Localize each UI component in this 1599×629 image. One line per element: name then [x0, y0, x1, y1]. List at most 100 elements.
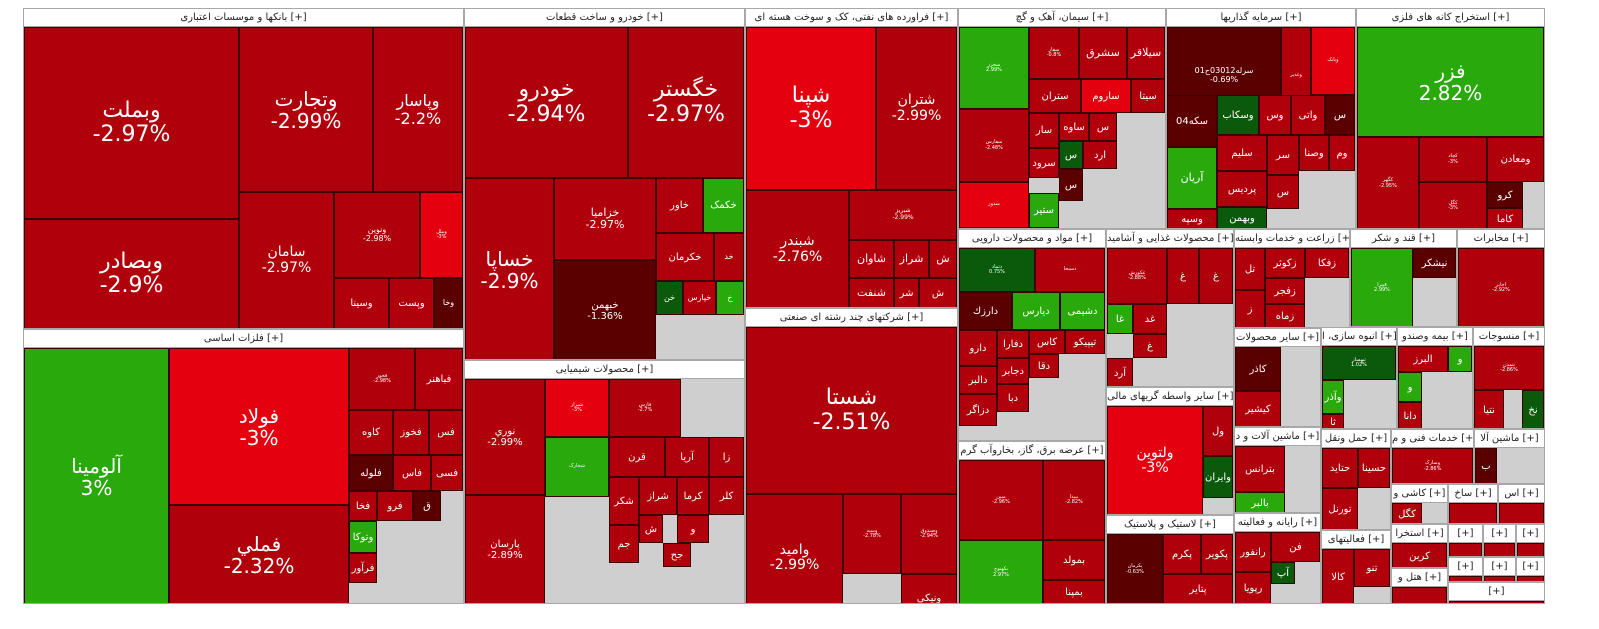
- stock-tile[interactable]: خد: [714, 233, 744, 281]
- stock-tile[interactable]: س: [1059, 141, 1083, 169]
- stock-tile[interactable]: پکویر: [1201, 534, 1233, 574]
- stock-tile[interactable]: فولاد -3%: [169, 348, 349, 505]
- stock-tile[interactable]: کاس: [1029, 330, 1065, 354]
- sector-header[interactable]: انبوه سازی، ا [+]: [1322, 328, 1396, 346]
- stock-tile[interactable]: وخا: [434, 278, 463, 328]
- stock-tile[interactable]: ش: [919, 278, 957, 307]
- stock-tile[interactable]: و: [677, 515, 709, 543]
- stock-tile[interactable]: س: [1267, 175, 1299, 209]
- stock-tile[interactable]: سخزر 2.99%: [959, 27, 1029, 109]
- stock-tile[interactable]: وآذر: [1322, 380, 1344, 414]
- stock-tile[interactable]: جم: [609, 525, 639, 563]
- stock-tile[interactable]: دانا: [1398, 402, 1422, 428]
- stock-tile[interactable]: ستران: [1029, 79, 1081, 113]
- stock-tile[interactable]: وسپه: [1167, 209, 1217, 228]
- sector-header[interactable]: فراورده های نفتی، کک و سوخت هسته ای [+]: [746, 9, 957, 27]
- stock-tile[interactable]: وس: [1259, 95, 1291, 135]
- stock-tile[interactable]: فاس: [393, 455, 431, 491]
- stock-tile[interactable]: فخوز -2.98%: [349, 348, 415, 410]
- stock-tile[interactable]: سر: [1267, 135, 1299, 175]
- stock-tile[interactable]: کلر: [709, 477, 744, 515]
- sector-header[interactable]: زراعت و خدمات وابسته [+]: [1235, 230, 1349, 248]
- stock-tile[interactable]: کرو: [1487, 182, 1523, 208]
- stock-tile[interactable]: س: [1089, 113, 1117, 141]
- stock-tile[interactable]: سکه04: [1167, 95, 1217, 147]
- sector-header[interactable]: قند و شکر [+]: [1351, 230, 1456, 248]
- stock-tile[interactable]: دالبر: [959, 366, 997, 394]
- stock-tile[interactable]: فس: [429, 410, 463, 455]
- sector-header[interactable]: [+]: [1517, 558, 1544, 576]
- sector-header[interactable]: ساخ [+]: [1449, 485, 1497, 503]
- stock-tile[interactable]: ق: [413, 491, 441, 521]
- sector-header[interactable]: فعالیتهای [+]: [1322, 531, 1390, 549]
- stock-tile[interactable]: کاذر: [1235, 347, 1281, 391]
- sector-header[interactable]: [+]: [1449, 558, 1482, 576]
- stock-tile[interactable]: جح: [663, 543, 691, 567]
- sector-header[interactable]: سایر محصولات [+]: [1235, 329, 1320, 347]
- stock-tile[interactable]: [1449, 601, 1544, 603]
- stock-tile[interactable]: شاوان: [849, 240, 894, 278]
- stock-tile[interactable]: کربن: [1392, 543, 1447, 567]
- sector-header[interactable]: [+]: [1484, 525, 1515, 543]
- stock-tile[interactable]: کگهر -2.95%: [1357, 137, 1419, 228]
- stock-tile[interactable]: تنو: [1354, 549, 1390, 587]
- stock-tile[interactable]: فارس -2.7%: [609, 379, 681, 437]
- stock-tile[interactable]: فباهنر: [415, 348, 463, 410]
- stock-tile[interactable]: ساوه: [1059, 113, 1089, 141]
- sector-header[interactable]: [+]: [1449, 583, 1544, 601]
- stock-tile[interactable]: کگل: [1392, 503, 1422, 523]
- sector-header[interactable]: رایانه و فعالیته [+]: [1235, 514, 1320, 532]
- stock-tile[interactable]: ونیکی: [901, 574, 957, 603]
- stock-tile[interactable]: کاما: [1487, 208, 1523, 228]
- stock-tile[interactable]: دقا: [1029, 354, 1059, 378]
- stock-tile[interactable]: کگل -3%: [1419, 182, 1487, 228]
- stock-tile[interactable]: زفجر: [1265, 278, 1305, 304]
- stock-tile[interactable]: [1517, 576, 1544, 581]
- stock-tile[interactable]: نوري -2.99%: [465, 379, 545, 495]
- stock-tile[interactable]: سفار -0.8%: [1029, 27, 1079, 79]
- sector-header[interactable]: هتل و [+]: [1392, 569, 1447, 587]
- stock-tile[interactable]: و: [1448, 346, 1472, 372]
- stock-tile[interactable]: سدور: [959, 182, 1029, 228]
- stock-tile[interactable]: وایران: [1203, 456, 1233, 498]
- stock-tile[interactable]: وم: [1329, 135, 1355, 171]
- stock-tile[interactable]: مبین -2.96%: [959, 460, 1043, 540]
- sector-header[interactable]: محصولات شیمیایی [+]: [465, 361, 744, 379]
- stock-tile[interactable]: کرما: [677, 477, 709, 515]
- stock-tile[interactable]: غا: [1107, 304, 1133, 334]
- stock-tile[interactable]: غد: [1133, 304, 1167, 334]
- stock-tile[interactable]: شستا -2.51%: [746, 327, 957, 494]
- sector-header[interactable]: ماشین آلا [+]: [1475, 430, 1544, 448]
- stock-tile[interactable]: دجابر: [997, 358, 1029, 384]
- stock-tile[interactable]: پکرم: [1163, 534, 1201, 574]
- stock-tile[interactable]: [1517, 543, 1544, 556]
- sector-header[interactable]: لاستیک و پلاستیک [+]: [1107, 516, 1233, 534]
- stock-tile[interactable]: وبانک: [1311, 27, 1355, 95]
- stock-tile[interactable]: ارد: [1083, 141, 1117, 169]
- stock-tile[interactable]: فسی: [431, 455, 463, 491]
- stock-tile[interactable]: تل: [1235, 248, 1265, 290]
- stock-tile[interactable]: وتوکا: [349, 521, 377, 553]
- sector-header[interactable]: بیمه وصندو [+]: [1398, 328, 1472, 346]
- stock-tile[interactable]: ب: [1475, 448, 1497, 483]
- sector-header[interactable]: عرضه برق، گاز، بخاروآب گرم [+]: [959, 442, 1105, 460]
- stock-tile[interactable]: وبملت -2.97%: [24, 27, 239, 219]
- stock-tile[interactable]: ونوین -2.98%: [334, 192, 420, 278]
- sector-header[interactable]: شرکتهای چند رشته ای صنعتی [+]: [746, 309, 957, 327]
- stock-tile[interactable]: وامید -2.99%: [746, 494, 843, 603]
- sector-header[interactable]: استخراج کانه های فلزی [+]: [1357, 9, 1544, 27]
- stock-tile[interactable]: وسکاب: [1217, 95, 1259, 135]
- stock-tile[interactable]: [1499, 503, 1544, 523]
- stock-tile[interactable]: نیشکر: [1413, 248, 1456, 278]
- stock-tile[interactable]: زماه: [1265, 304, 1305, 327]
- stock-tile[interactable]: بکهنوج 2.97%: [959, 540, 1043, 603]
- stock-tile[interactable]: خاور: [656, 178, 703, 233]
- stock-tile[interactable]: [1484, 543, 1515, 556]
- stock-tile[interactable]: [1449, 543, 1482, 556]
- stock-tile[interactable]: ش: [929, 240, 957, 278]
- stock-tile[interactable]: س: [1059, 169, 1083, 201]
- stock-tile[interactable]: وپاسار -2.2%: [373, 27, 463, 192]
- stock-tile[interactable]: دیارس: [1012, 292, 1060, 330]
- stock-tile[interactable]: نخ: [1522, 390, 1544, 428]
- stock-tile[interactable]: فخا: [349, 491, 377, 521]
